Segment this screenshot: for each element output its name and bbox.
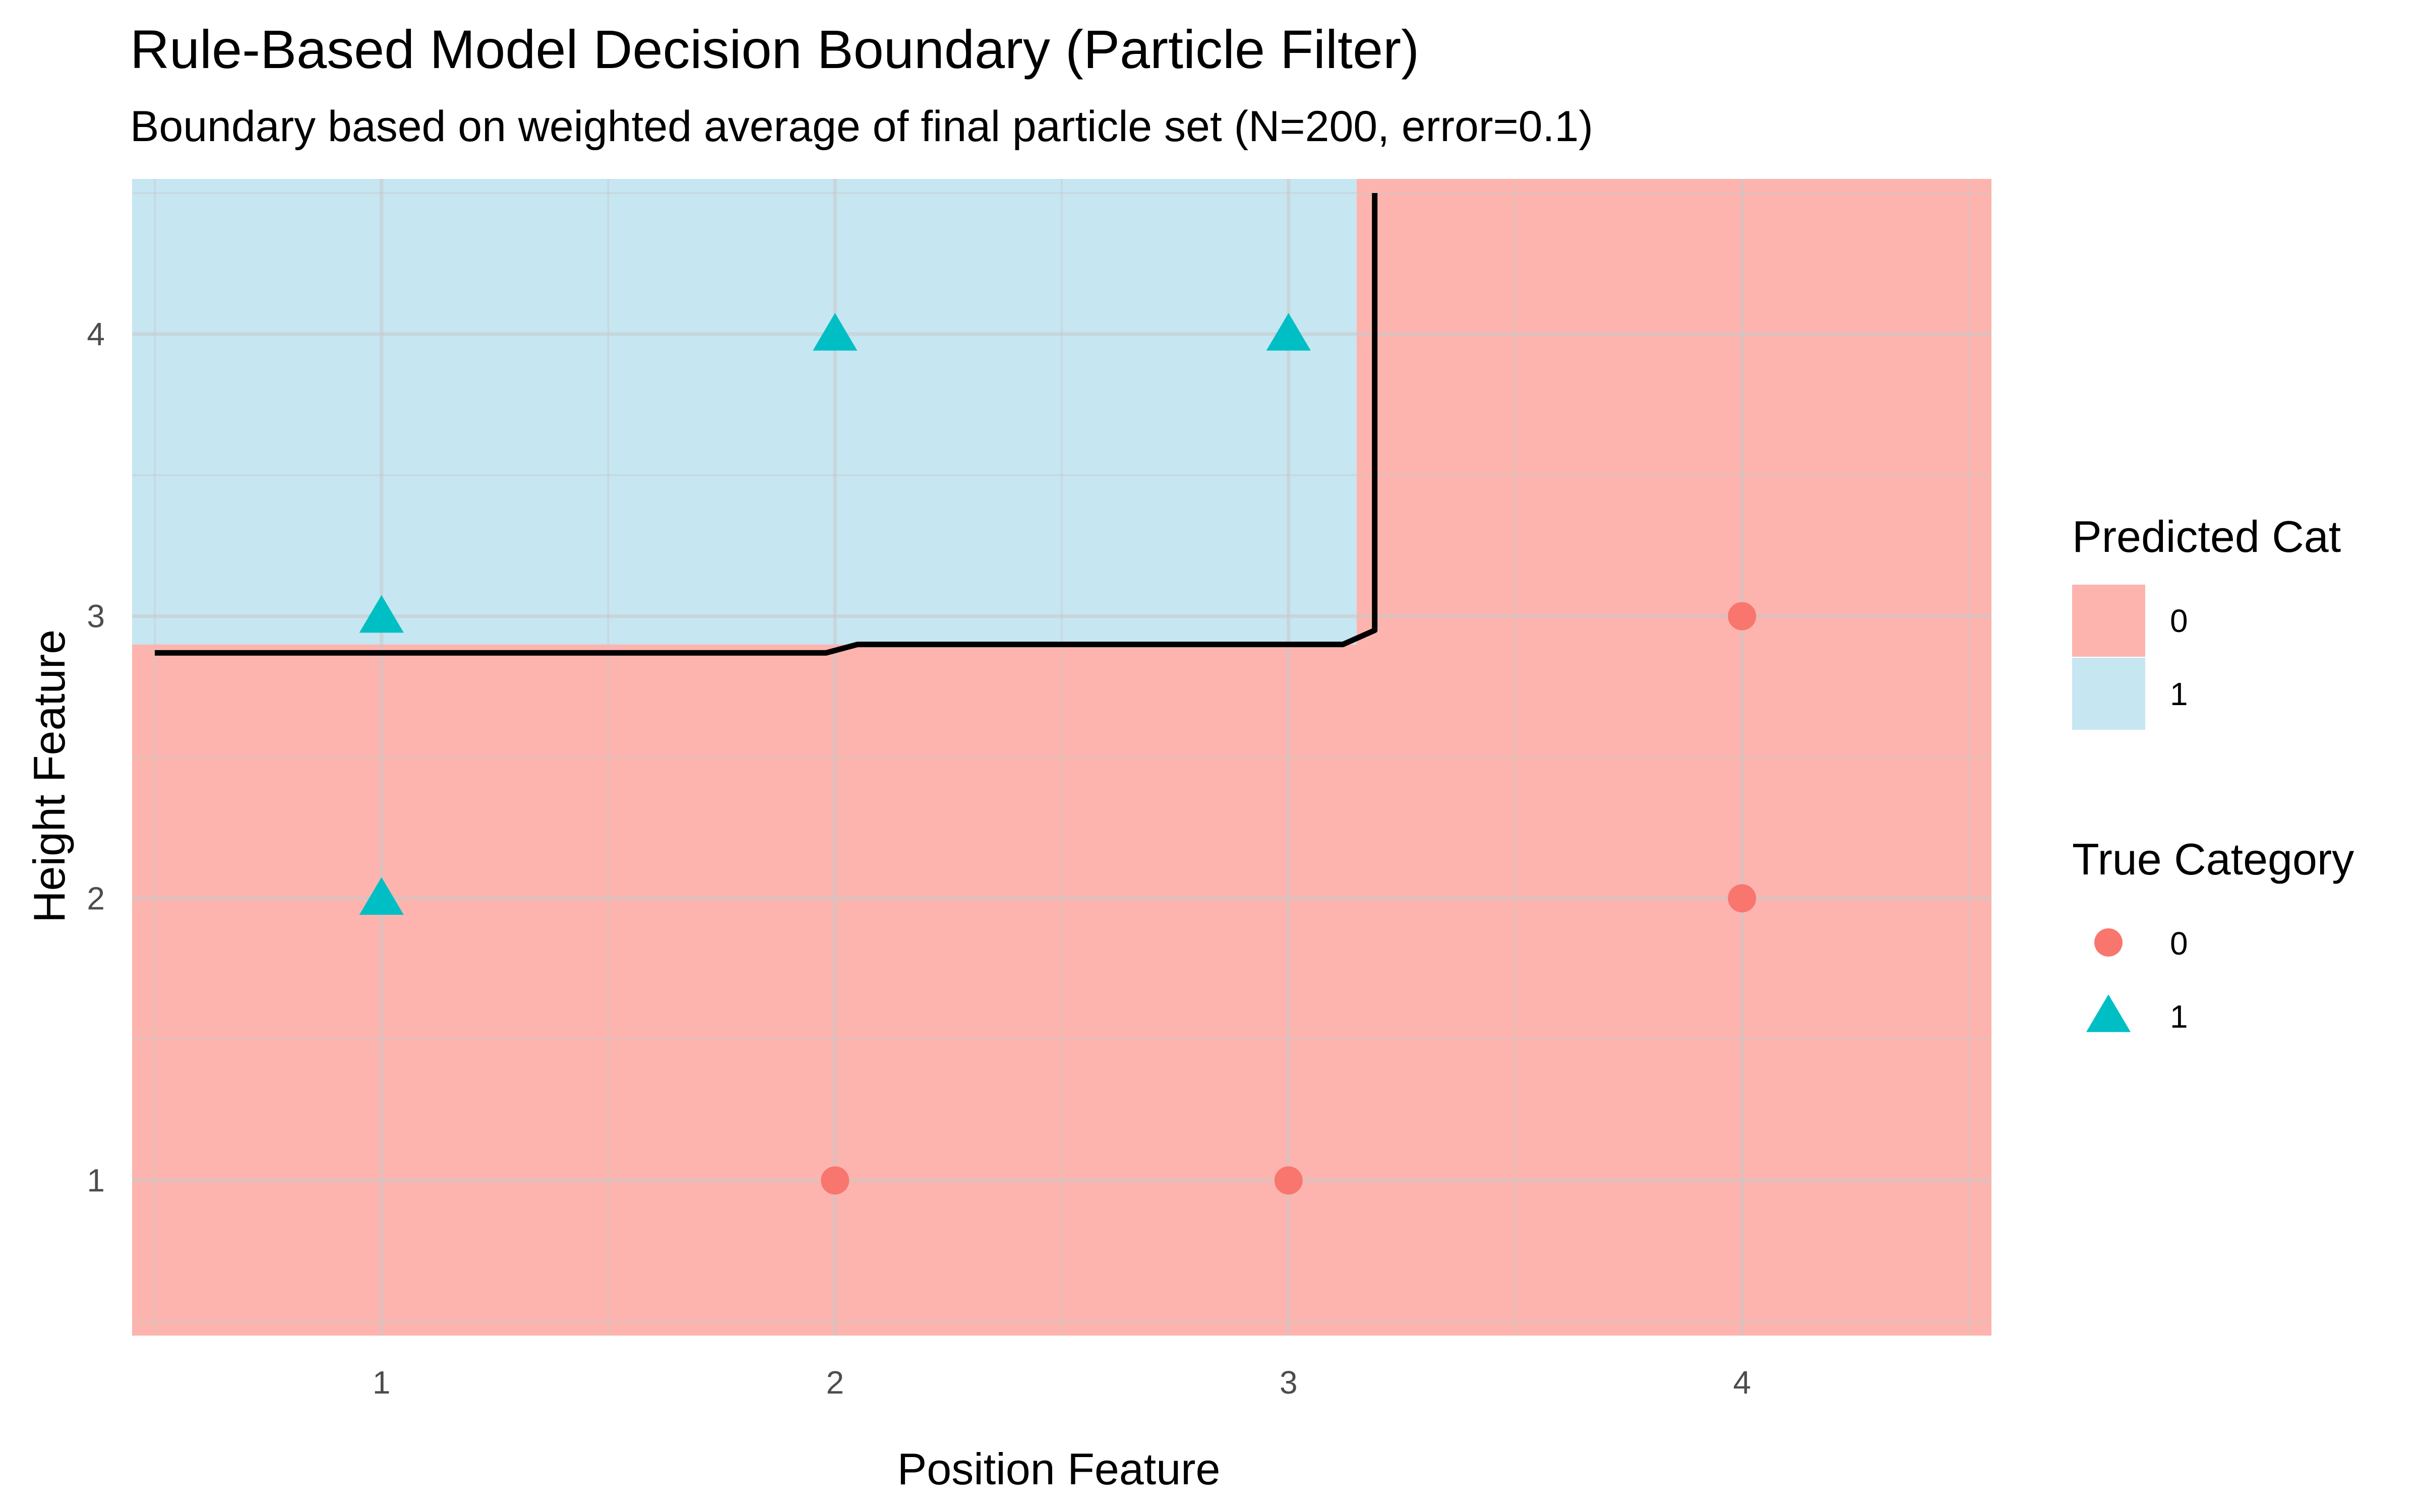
point-true-category-0 — [821, 1166, 850, 1195]
point-true-category-0 — [1728, 602, 1757, 631]
region-predicted-1 — [132, 179, 1357, 645]
y-tick-label: 2 — [87, 880, 105, 916]
tick-labels: 1 2 3 4 1 2 3 4 — [87, 316, 1751, 1401]
region-predicted-0 — [132, 179, 1991, 1336]
y-tick-label: 4 — [87, 316, 105, 352]
point-true-category-1 — [813, 312, 858, 351]
decision-boundary-line — [155, 193, 1378, 656]
boundary-layer — [155, 193, 1378, 656]
point-true-category-0 — [1274, 1166, 1303, 1195]
legend-key-true-0 — [2094, 928, 2123, 957]
x-tick-label: 3 — [1280, 1364, 1298, 1401]
prediction-regions — [132, 179, 1991, 1336]
y-tick-label: 1 — [87, 1162, 105, 1199]
x-tick-label: 1 — [373, 1364, 391, 1401]
legend-label-predicted: 0 — [2170, 603, 2188, 639]
y-axis-title: Height Feature — [24, 629, 74, 923]
legend-title-predicted: Predicted Cat — [2072, 512, 2341, 561]
legend-key-true-1 — [2086, 994, 2131, 1032]
point-true-category-1 — [1266, 312, 1311, 351]
data-points — [359, 312, 1757, 1195]
chart-title: Rule-Based Model Decision Boundary (Part… — [130, 19, 1419, 80]
legend-key-predicted-1 — [2072, 658, 2145, 730]
y-tick-label: 3 — [87, 598, 105, 635]
legend-label-true-category: 1 — [2170, 998, 2188, 1035]
legend: Predicted Cat 0 1 True Category 0 1 — [2072, 512, 2354, 1035]
grid — [132, 179, 1991, 1336]
legend-label-true-category: 0 — [2170, 925, 2188, 962]
x-tick-label: 2 — [826, 1364, 844, 1401]
chart-subtitle: Boundary based on weighted average of fi… — [130, 102, 1593, 151]
point-true-category-0 — [1728, 884, 1757, 913]
legend-key-predicted-0 — [2072, 585, 2145, 657]
legend-label-predicted: 1 — [2170, 676, 2188, 712]
x-tick-label: 4 — [1733, 1364, 1751, 1401]
legend-title-true-category: True Category — [2072, 834, 2354, 884]
x-axis-title: Position Feature — [897, 1444, 1221, 1494]
point-true-category-1 — [359, 595, 404, 633]
point-true-category-1 — [359, 877, 404, 915]
